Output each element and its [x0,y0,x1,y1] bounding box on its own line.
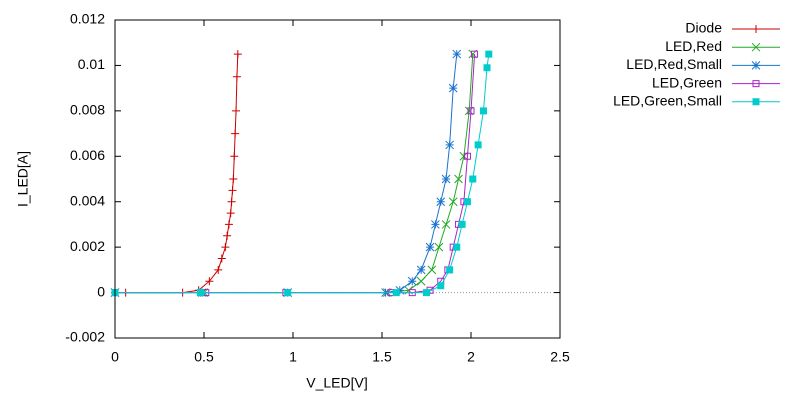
marker [469,175,477,183]
marker [284,289,292,297]
marker [231,129,240,138]
marker [431,220,440,229]
x-axis-label: V_LED[V] [306,375,367,391]
x-tick-label: 0 [111,349,119,365]
y-tick-label: 0 [97,283,105,299]
marker [229,175,238,183]
marker [196,289,204,297]
marker [441,174,451,184]
marker [227,197,236,206]
marker [479,107,487,115]
marker [485,50,493,58]
marker [458,220,466,228]
marker [205,277,214,286]
marker [448,197,458,207]
marker [427,265,437,275]
marker [416,265,426,275]
y-tick-label: 0.008 [70,102,105,118]
marker [217,254,226,263]
marker [752,25,760,33]
marker [392,289,400,297]
x-tick-label: 0.5 [194,349,214,365]
x-tick-label: 1.5 [372,349,392,365]
legend-label: LED,Red [665,38,722,54]
x-tick-label: 2 [467,349,475,365]
marker [214,265,223,274]
marker [467,107,475,115]
legend-label: Diode [685,20,722,36]
legend-label: LED,Green,Small [613,93,722,109]
marker [437,282,445,290]
y-tick-label: 0.01 [78,56,105,72]
marker [232,72,241,81]
marker [407,276,417,286]
plot-border [114,19,561,339]
marker [395,285,405,295]
marker [425,242,435,252]
y-tick-label: 0.006 [70,147,105,163]
marker [471,50,479,58]
y-tick-label: -0.002 [65,329,105,345]
marker [752,80,760,88]
marker [445,140,454,150]
marker [454,174,463,184]
marker [751,42,761,52]
marker [752,98,760,106]
y-axis-label: I_LED[A] [15,151,31,207]
marker [452,49,462,59]
marker [448,83,458,93]
legend-label: LED,Green [652,74,722,90]
marker [751,61,761,70]
marker [463,198,471,206]
marker [463,152,471,160]
marker [474,141,482,149]
marker [436,197,446,207]
marker [224,220,233,229]
y-tick-label: 0.012 [70,11,105,27]
marker [423,289,430,297]
legend-label: LED,Red,Small [626,56,722,72]
marker [233,50,242,59]
marker [441,220,451,229]
marker [221,243,230,252]
y-tick-label: 0.004 [70,192,105,208]
marker [223,231,232,240]
x-tick-label: 1 [289,349,297,365]
marker [453,243,461,251]
marker [446,266,454,274]
marker [434,242,444,252]
marker [226,209,235,218]
marker [232,106,241,115]
marker [230,152,239,161]
y-tick-label: 0.002 [70,238,105,254]
marker [416,276,426,286]
marker [483,64,491,72]
x-tick-label: 2.5 [550,349,570,365]
marker [228,186,237,195]
marker [408,289,416,297]
